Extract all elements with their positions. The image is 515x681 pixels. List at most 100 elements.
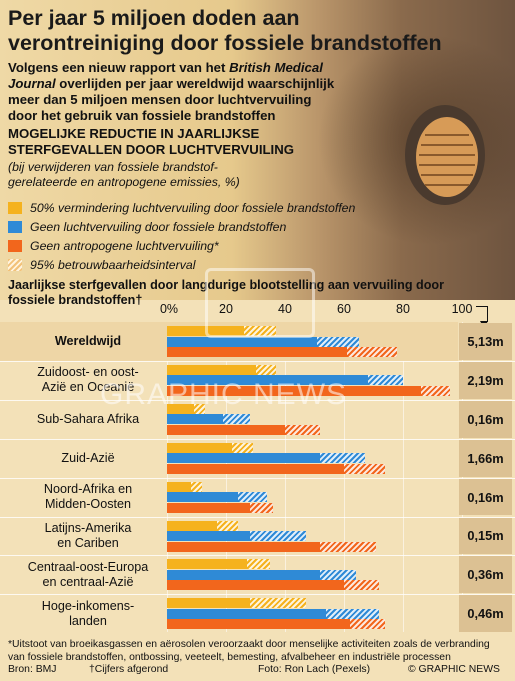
legend-swatch bbox=[8, 259, 22, 271]
category-label: Noord-Afrika en Midden-Oosten bbox=[22, 482, 154, 512]
x-tick-label: 60 bbox=[337, 302, 351, 316]
bar bbox=[167, 502, 262, 513]
category-label: Wereldwijd bbox=[22, 334, 154, 349]
category-label: Centraal-oost-Europa en centraal-Azië bbox=[22, 560, 154, 590]
confidence-interval bbox=[420, 385, 451, 396]
bar bbox=[167, 385, 439, 396]
confidence-interval bbox=[320, 541, 377, 552]
confidence-interval bbox=[346, 347, 398, 357]
bar bbox=[167, 619, 368, 630]
x-tick-label: 100 bbox=[451, 302, 473, 316]
legend-swatch bbox=[8, 202, 22, 214]
category-label-line: Noord-Afrika en bbox=[43, 482, 133, 497]
section-title: MOGELIJKE REDUCTIE IN JAARLIJKSE STERFGE… bbox=[8, 126, 294, 157]
source-credit: Bron: BMJ bbox=[8, 664, 57, 675]
legend-swatch bbox=[8, 221, 22, 233]
bar bbox=[167, 481, 197, 492]
legend-label: Geen antropogene luchtvervuiling* bbox=[30, 239, 219, 253]
totals-arrow bbox=[476, 306, 488, 322]
row-separator bbox=[0, 555, 515, 557]
footnote: *Uitstoot van broeikasgassen en aërosole… bbox=[8, 639, 490, 663]
bar bbox=[167, 569, 333, 580]
confidence-interval bbox=[255, 364, 277, 375]
watermark-logo bbox=[205, 268, 315, 338]
bar bbox=[167, 520, 226, 531]
legend-item: Geen luchtvervuiling door fossiele brand… bbox=[8, 218, 428, 236]
category-label-line: Sub-Sahara Afrika bbox=[36, 411, 140, 426]
confidence-interval bbox=[285, 424, 321, 435]
total-value: 5,13m bbox=[459, 323, 512, 360]
confidence-interval bbox=[349, 619, 386, 630]
confidence-interval bbox=[320, 453, 365, 464]
row-separator bbox=[0, 594, 515, 596]
category-label-line: en Cariben bbox=[57, 535, 119, 550]
total-value: 0,36m bbox=[459, 556, 512, 594]
intro-text-start: Volgens een nieuw rapport van het bbox=[8, 60, 230, 75]
bar bbox=[167, 559, 259, 570]
legend-label: Geen luchtvervuiling door fossiele brand… bbox=[30, 220, 287, 234]
category-label-line: en centraal-Azië bbox=[42, 574, 134, 589]
confidence-interval bbox=[243, 326, 277, 336]
gridline bbox=[285, 322, 286, 632]
category-label-line: Zuid-Azië bbox=[61, 450, 115, 465]
intro-text: Volgens een nieuw rapport van het Britis… bbox=[8, 60, 343, 124]
chart-title: Jaarlijkse sterfgevallen door langdurige… bbox=[8, 278, 444, 307]
category-label: Latijns-Amerika en Cariben bbox=[22, 521, 154, 551]
legend-label: 50% vermindering luchtvervuiling door fo… bbox=[30, 201, 356, 215]
gridline bbox=[226, 322, 227, 632]
confidence-interval bbox=[249, 502, 274, 513]
gridline bbox=[462, 322, 463, 632]
gridline bbox=[403, 322, 404, 632]
confidence-interval bbox=[367, 375, 403, 386]
row-separator bbox=[0, 477, 515, 479]
category-label: Sub-Sahara Afrika bbox=[22, 412, 154, 427]
row-separator bbox=[0, 360, 515, 362]
category-label-line: Latijns-Amerika bbox=[44, 520, 132, 535]
category-label-line: Hoge-inkomens- bbox=[41, 598, 135, 613]
confidence-interval bbox=[344, 463, 386, 474]
x-tick-label: 20 bbox=[219, 302, 233, 316]
bar bbox=[167, 541, 350, 552]
photo-credit: Foto: Ron Lach (Pexels) bbox=[258, 664, 371, 675]
watermark: GRAPHIC NEWS bbox=[100, 378, 348, 411]
confidence-interval bbox=[217, 520, 238, 531]
confidence-interval bbox=[223, 414, 250, 425]
x-tick-label: 80 bbox=[396, 302, 410, 316]
category-label-line: Zuidoost- en oost- bbox=[37, 365, 139, 380]
confidence-interval bbox=[190, 481, 203, 492]
total-value: 0,46m bbox=[459, 595, 512, 633]
x-tick-label: 40 bbox=[278, 302, 292, 316]
row-separator bbox=[0, 399, 515, 401]
total-value: 2,19m bbox=[459, 361, 512, 399]
total-value: 1,66m bbox=[459, 439, 512, 477]
x-tick-label: 0% bbox=[159, 302, 179, 316]
gas-mask-icon bbox=[405, 105, 485, 205]
bar bbox=[167, 463, 362, 474]
confidence-interval bbox=[237, 492, 268, 503]
journal-name: British Medical Journal bbox=[8, 60, 323, 91]
total-value: 0,16m bbox=[459, 400, 512, 438]
category-label-line: Azië en Oceanië bbox=[41, 380, 135, 395]
category-label-line: Centraal-oost-Europa bbox=[27, 559, 149, 574]
category-label: Zuid-Azië bbox=[22, 451, 154, 466]
legend-item: Geen antropogene luchtvervuiling* bbox=[8, 237, 428, 255]
confidence-interval bbox=[326, 608, 380, 619]
confidence-interval bbox=[317, 336, 359, 347]
confidence-interval bbox=[246, 559, 271, 570]
category-label-line: Wereldwijd bbox=[54, 333, 122, 348]
bar bbox=[167, 442, 241, 453]
bar bbox=[167, 531, 262, 541]
gridline bbox=[344, 322, 345, 632]
confidence-interval bbox=[193, 403, 206, 414]
legend-swatch bbox=[8, 240, 22, 252]
bar bbox=[167, 453, 336, 464]
copyright: © GRAPHIC NEWS bbox=[408, 664, 500, 675]
total-value: 0,15m bbox=[459, 517, 512, 555]
confidence-interval bbox=[231, 442, 253, 453]
bar bbox=[167, 336, 333, 347]
total-value: 0,16m bbox=[459, 478, 512, 516]
confidence-interval bbox=[249, 531, 306, 541]
category-label: Hoge-inkomens-landen bbox=[22, 599, 154, 629]
bar bbox=[167, 375, 380, 386]
bar bbox=[167, 403, 200, 414]
